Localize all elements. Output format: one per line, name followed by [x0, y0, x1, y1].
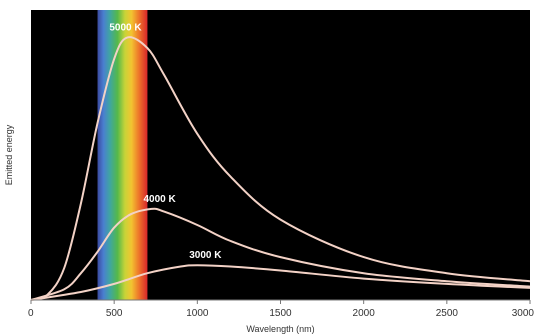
x-tick-label: 1500	[269, 308, 292, 319]
curve-5000-k	[30, 36, 531, 301]
x-tick-label: 1000	[186, 308, 209, 319]
curve-label-4000-k: 4000 K	[143, 194, 176, 205]
x-tick-label: 2500	[436, 308, 459, 319]
curve-label-3000-k: 3000 K	[189, 250, 222, 261]
x-axis-label: Wavelength (nm)	[246, 324, 314, 334]
curve-4000-k	[30, 207, 531, 301]
x-tick-label: 0	[28, 308, 34, 319]
curves-group	[30, 36, 531, 301]
curve-3000-k	[30, 264, 531, 301]
y-axis-label: Emitted energy	[4, 124, 14, 185]
x-ticks-group: 0 500 1000 1500 2000 2500 3000	[28, 300, 534, 319]
x-tick-label: 2000	[353, 308, 376, 319]
curve-labels-group: 5000 K 4000 K 3000 K	[109, 22, 222, 261]
visible-spectrum-band	[97, 10, 148, 300]
x-tick-label: 500	[106, 308, 123, 319]
curve-label-5000-k: 5000 K	[109, 22, 142, 33]
x-tick-label: 3000	[512, 308, 535, 319]
